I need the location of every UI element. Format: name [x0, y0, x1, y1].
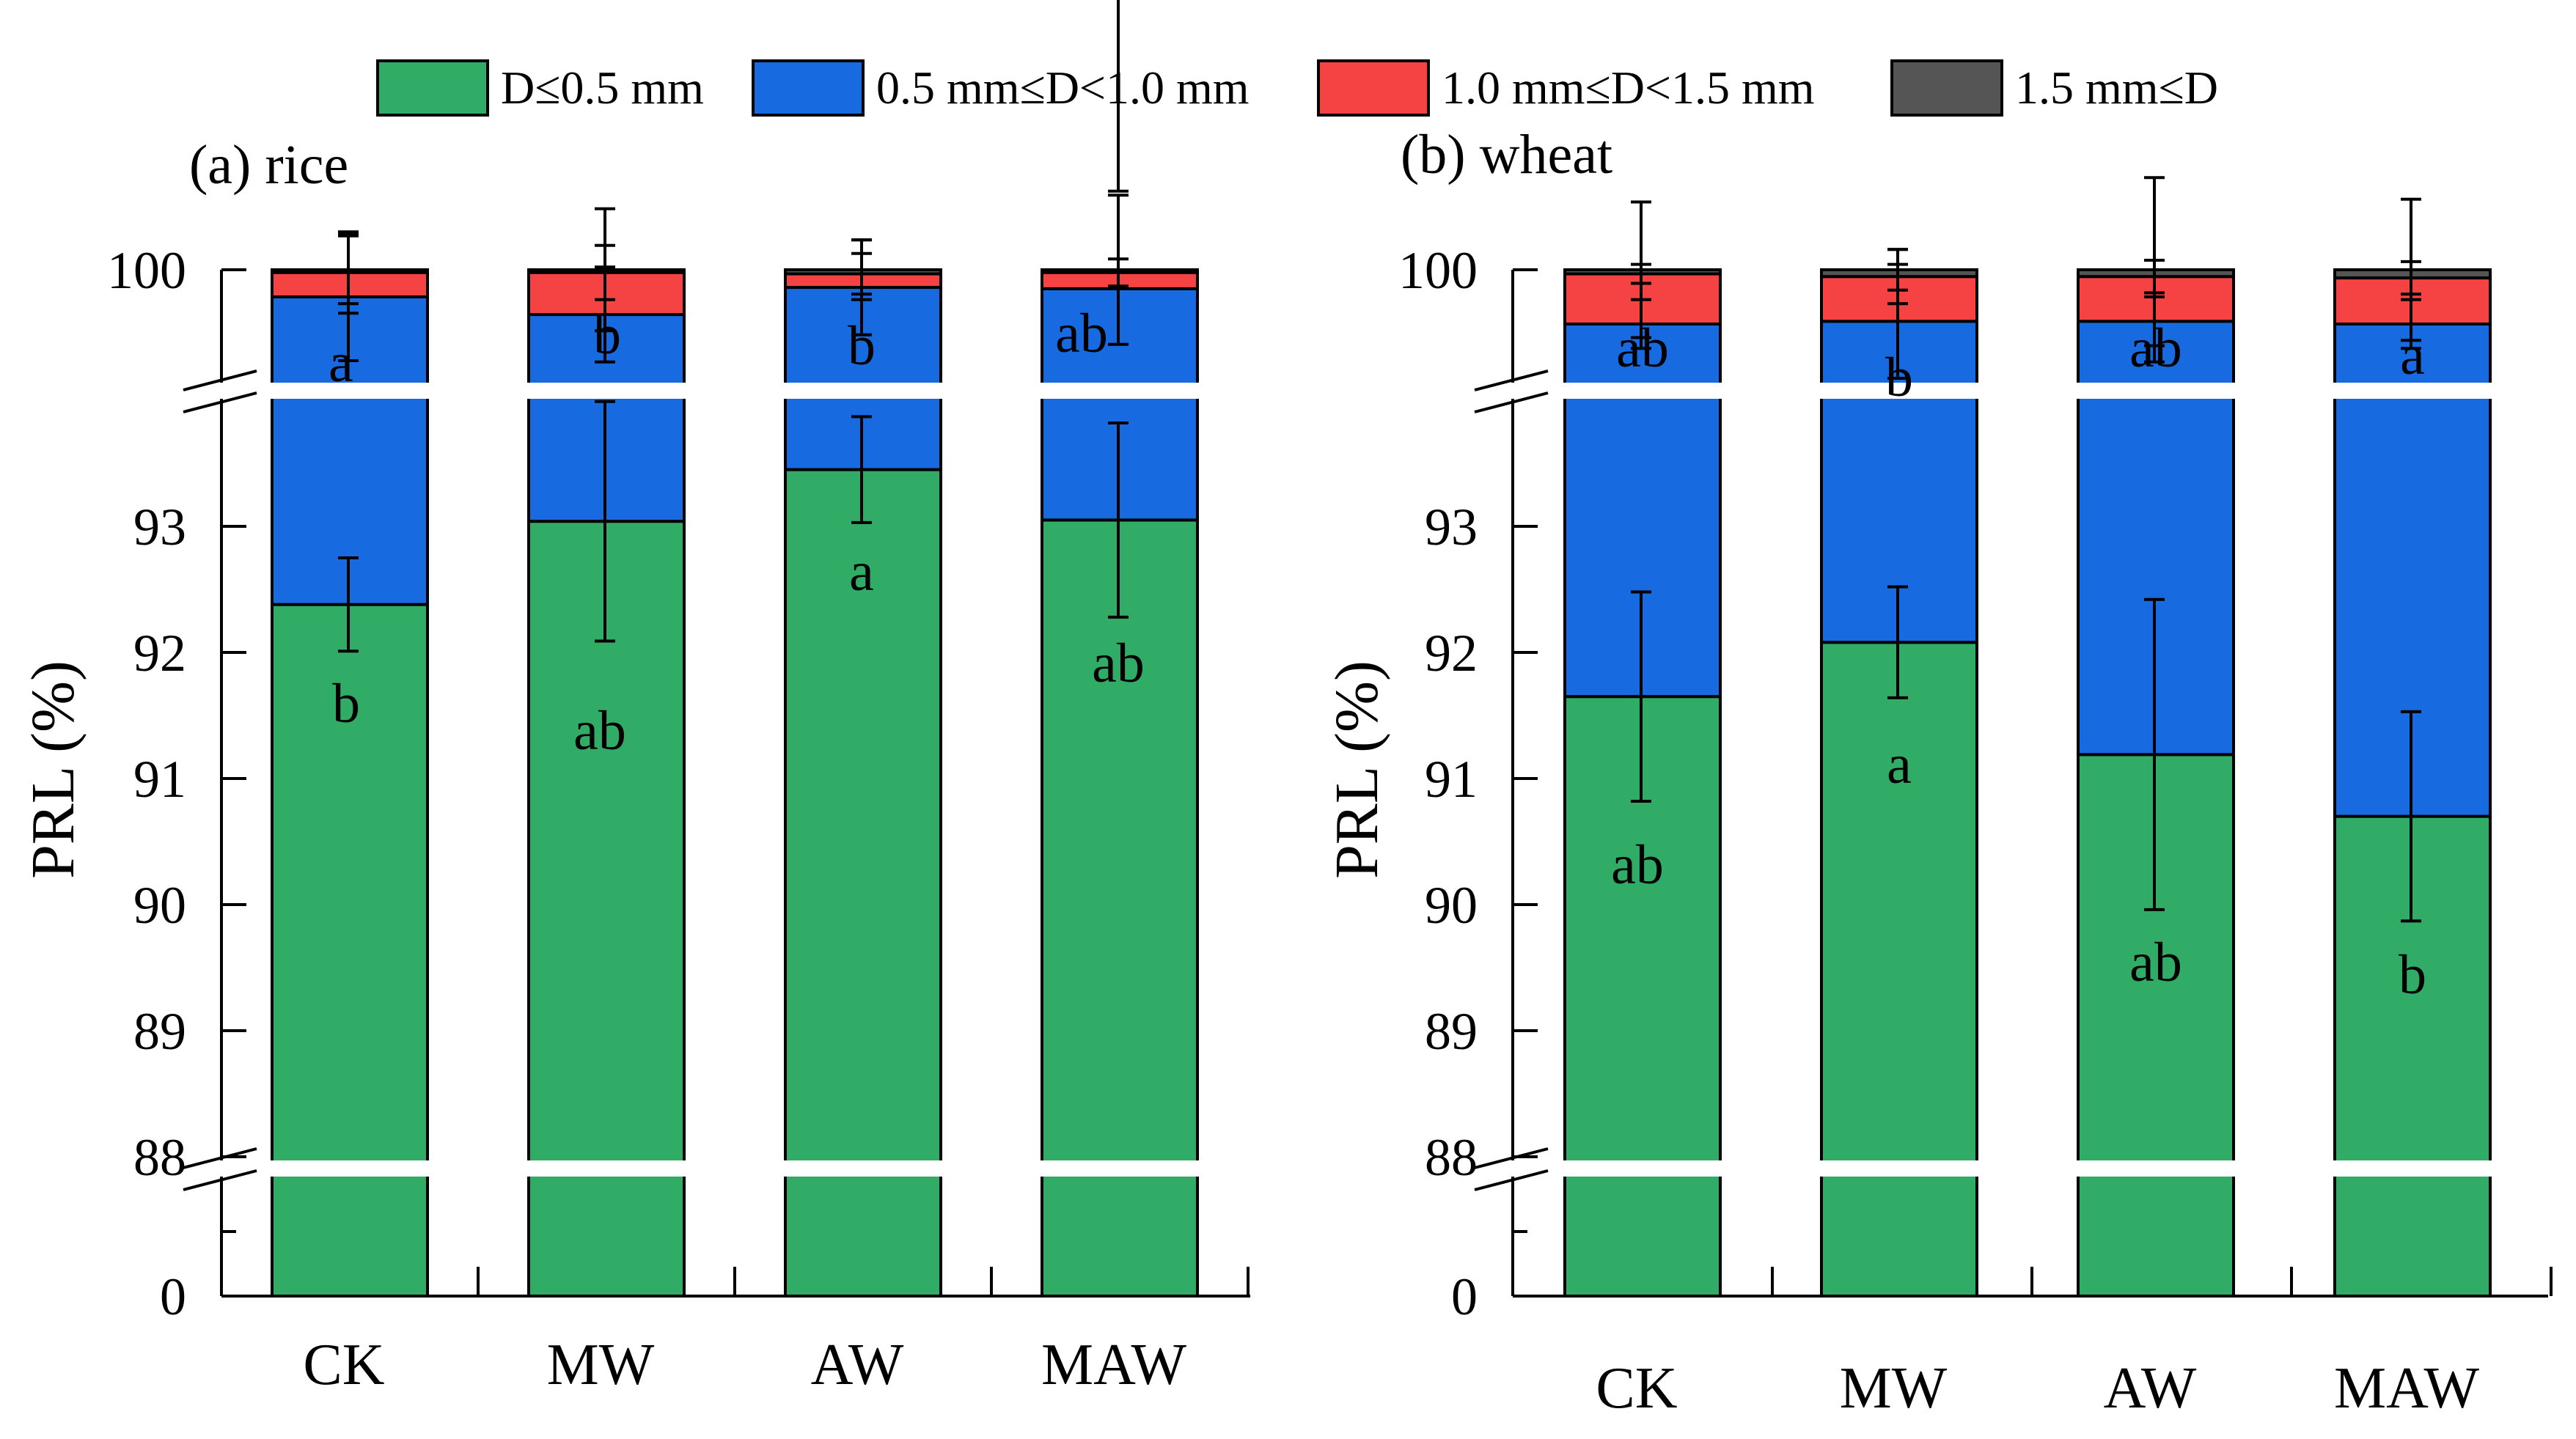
significance-label: b [2399, 944, 2426, 1006]
y-tick-label: 92 [1425, 624, 1478, 682]
significance-label: ab [1616, 317, 1669, 379]
break-mark [183, 369, 257, 391]
x-category-label: CK [1596, 1356, 1677, 1421]
axis-break-upper [170, 383, 1265, 399]
legend-swatch-4 [1890, 59, 2003, 117]
axis-break-lower [170, 1160, 1265, 1177]
break-mark [1474, 1169, 1549, 1191]
y-tick-label: 93 [1425, 498, 1478, 556]
significance-label: ab [2129, 932, 2182, 993]
y-tick-label: 0 [160, 1267, 186, 1326]
y-tick-label: 88 [1425, 1128, 1478, 1187]
x-category-label: MAW [2334, 1356, 2480, 1421]
y-tick-label: 90 [1425, 876, 1478, 935]
break-mark [1474, 1147, 1549, 1169]
legend-swatch-2 [752, 59, 865, 117]
y-tick-label: 93 [133, 498, 186, 556]
legend-label-2: 0.5 mm≤D<1.0 mm [876, 62, 1250, 114]
significance-label: b [848, 315, 876, 377]
x-category-label: AW [811, 1333, 904, 1397]
legend-label-3: 1.0 mm≤D<1.5 mm [1442, 62, 1815, 114]
x-category-label: MW [1840, 1356, 1948, 1421]
legend-swatch-3 [1317, 59, 1430, 117]
legend-label-4: 1.5 mm≤D [2015, 62, 2218, 114]
break-mark [183, 1169, 257, 1191]
axis-break-lower [1461, 1160, 2563, 1177]
y-tick-label: 89 [1425, 1002, 1478, 1061]
y-axis-title: PRL (%) [19, 660, 87, 879]
bar-d-0-5-mm-ck [271, 603, 429, 1298]
break-mark [183, 1147, 257, 1169]
axis-break-upper [1461, 383, 2563, 399]
significance-label: a [2400, 325, 2425, 386]
significance-label: ab [2129, 317, 2182, 379]
y-tick-label: 91 [133, 750, 186, 809]
significance-label: b [593, 304, 621, 366]
y-tick-label: 0 [1451, 1267, 1478, 1326]
significance-label: b [1885, 347, 1913, 408]
x-category-label: AW [2104, 1356, 2197, 1421]
significance-label: ab [573, 700, 626, 762]
x-category-label: MAW [1041, 1333, 1187, 1397]
x-category-label: MW [547, 1333, 655, 1397]
legend-label-1: D≤0.5 mm [501, 62, 704, 114]
panel-title: (a) rice [189, 134, 348, 196]
significance-label: b [332, 673, 360, 735]
y-tick-label: 89 [133, 1002, 186, 1061]
legend-swatch-1 [376, 59, 489, 117]
y-tick-label: 92 [133, 624, 186, 682]
y-tick-label: 90 [133, 876, 186, 935]
bar-d-0-5-mm-mw [1820, 641, 1978, 1298]
y-tick-label: 88 [133, 1128, 186, 1187]
y-tick-label: 100 [1398, 241, 1478, 300]
significance-label: a [1887, 734, 1912, 795]
panel-wheat: (b) wheat 0 88 89 90 91 92 93 100 PRL (%) CK MW AW MA… [1323, 124, 2563, 1421]
break-mark [183, 391, 257, 413]
y-axis-title: PRL (%) [1323, 660, 1391, 879]
panel-title: (b) wheat [1401, 124, 1612, 185]
panel-rice: (a) rice 0 88 89 90 91 92 93 100 PRL (%) CK MW AW MAW… [19, 0, 1265, 1397]
y-tick-label: 100 [107, 241, 186, 300]
break-mark [1474, 391, 1549, 413]
significance-label: ab [1092, 633, 1145, 694]
significance-label: a [849, 541, 874, 603]
significance-label: ab [1611, 834, 1664, 896]
break-mark [1474, 369, 1549, 391]
significance-label: ab [1055, 303, 1108, 364]
legend: D≤0.5 mm 0.5 mm≤D<1.0 mm 1.0 mm≤D<1.5 mm 1.… [376, 59, 2218, 117]
x-category-label: CK [303, 1333, 384, 1397]
significance-label: a [329, 332, 353, 394]
y-tick-label: 91 [1425, 750, 1478, 809]
